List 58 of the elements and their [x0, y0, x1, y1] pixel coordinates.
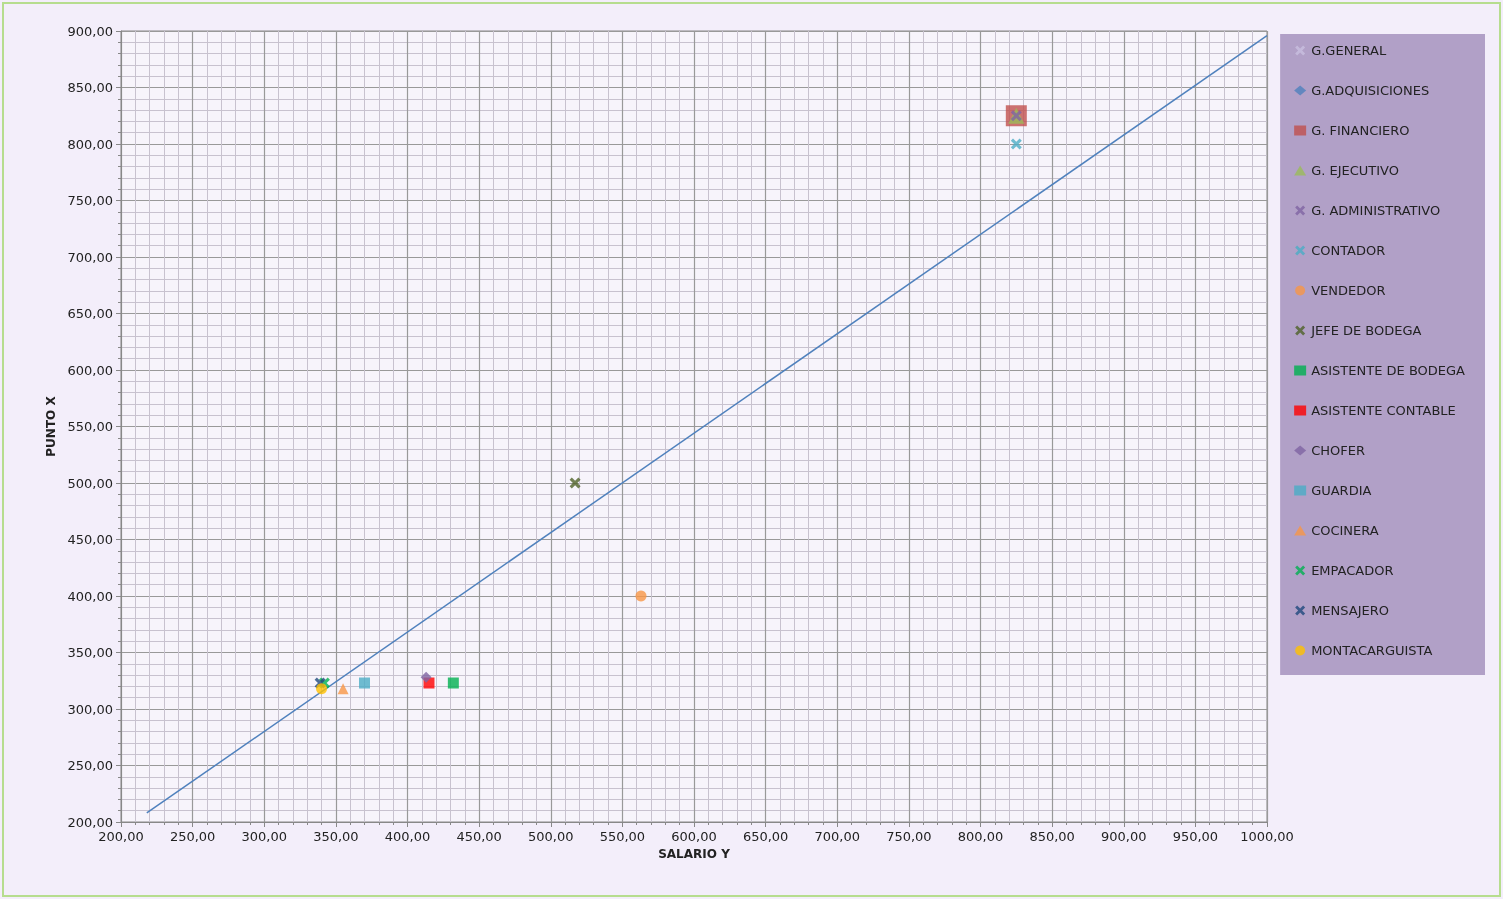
legend-label: ASISTENTE CONTABLE — [1311, 403, 1456, 418]
x-tick-label: 700,00 — [814, 829, 860, 844]
x-tick-label: 450,00 — [456, 829, 502, 844]
y-tick-label: 400,00 — [67, 588, 113, 604]
y-tick-label: 750,00 — [67, 193, 113, 208]
point — [635, 590, 647, 602]
y-tick-label: 800,00 — [67, 136, 113, 152]
x-tick-label: 400,00 — [384, 829, 431, 844]
point — [1010, 138, 1022, 150]
y-axis-title: PUNTO X — [43, 395, 58, 457]
x-tick-label: 800,00 — [957, 829, 1004, 844]
x-tick-label: 900,00 — [1101, 829, 1147, 844]
legend-label: G.GENERAL — [1311, 43, 1387, 58]
legend-label: MONTACARGUISTA — [1311, 643, 1433, 658]
y-tick-label: 650,00 — [67, 306, 113, 321]
x-tick-label: 1000,00 — [1240, 829, 1294, 844]
legend-label: ASISTENTE DE BODEGA — [1311, 363, 1466, 378]
y-tick-label: 200,00 — [67, 814, 113, 830]
point — [316, 683, 328, 695]
legend-label: JEFE DE BODEGA — [1310, 323, 1422, 338]
y-tick-label: 900,00 — [67, 23, 113, 39]
legend-label: G. FINANCIERO — [1311, 123, 1410, 138]
legend-label: CONTADOR — [1311, 243, 1386, 258]
x-tick-label: 950,00 — [1172, 829, 1219, 844]
y-tick-label: 300,00 — [67, 701, 113, 717]
x-tick-label: 350,00 — [313, 829, 359, 844]
x-tick-label: 650,00 — [742, 829, 789, 844]
legend-label: G. EJECUTIVO — [1311, 163, 1400, 178]
y-tick-label: 350,00 — [67, 645, 113, 660]
legend-label: MENSAJERO — [1311, 603, 1389, 618]
x-tick-label: 600,00 — [671, 829, 717, 844]
x-tick-label: 250,00 — [169, 829, 216, 844]
legend-label: COCINERA — [1311, 523, 1379, 538]
y-tick-label: 500,00 — [67, 475, 113, 491]
y-tick-label: 700,00 — [67, 249, 113, 265]
point — [447, 677, 459, 689]
legend-label: GUARDIA — [1311, 483, 1372, 498]
point — [359, 677, 371, 689]
y-tick-label: 600,00 — [67, 362, 113, 378]
legend-label: VENDEDOR — [1311, 283, 1386, 298]
legend-label: G.ADQUISICIONES — [1311, 83, 1430, 98]
x-axis-title: SALARIO Y — [658, 846, 731, 861]
point — [569, 477, 581, 489]
legend-label: G. ADMINISTRATIVO — [1311, 203, 1441, 218]
legend-label: EMPACADOR — [1311, 563, 1394, 578]
y-tick-label: 250,00 — [67, 758, 113, 773]
x-tick-label: 750,00 — [886, 829, 932, 844]
x-tick-label: 300,00 — [241, 829, 287, 844]
y-tick-label: 850,00 — [67, 80, 113, 95]
y-tick-label: 450,00 — [67, 532, 113, 547]
point — [337, 683, 349, 695]
x-tick-label: 550,00 — [599, 829, 646, 844]
point — [420, 671, 432, 683]
x-tick-label: 850,00 — [1029, 829, 1075, 844]
x-tick-label: 500,00 — [528, 829, 574, 844]
legend-label: CHOFER — [1311, 443, 1365, 458]
y-tick-label: 550,00 — [67, 419, 113, 434]
x-tick-label: 200,00 — [98, 829, 144, 844]
